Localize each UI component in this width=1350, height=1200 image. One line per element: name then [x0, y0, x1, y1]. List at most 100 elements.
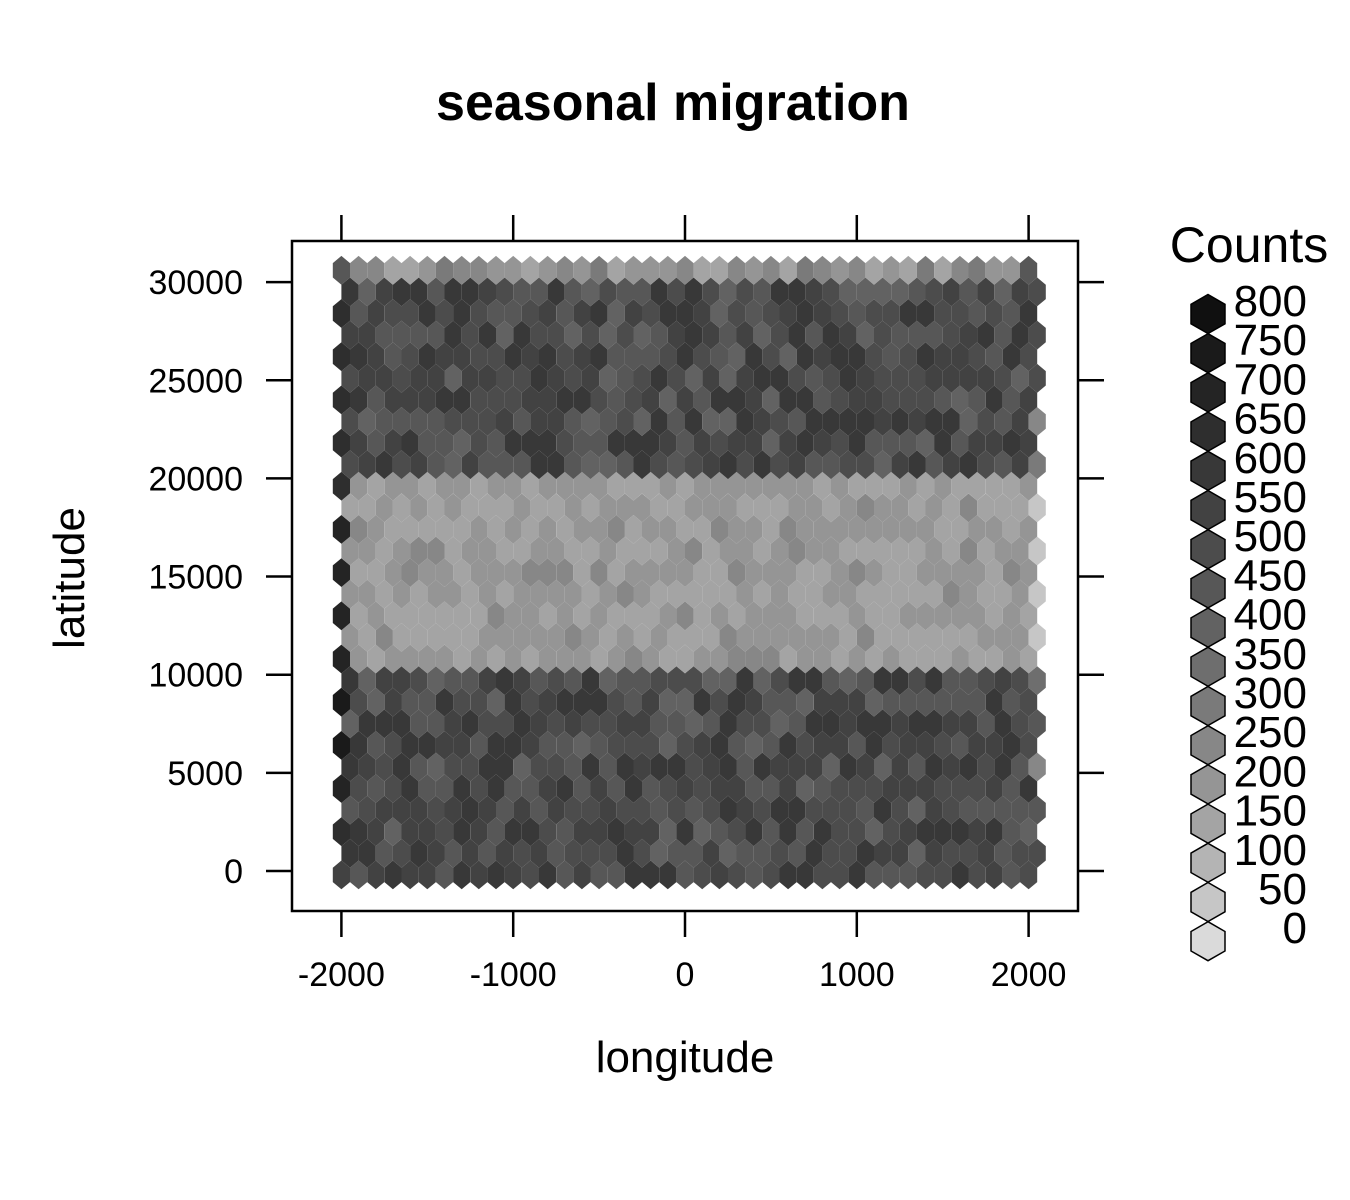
hex-cell	[539, 342, 557, 372]
hex-cell	[985, 299, 1003, 328]
hex-cell	[693, 558, 711, 587]
hex-cell	[693, 428, 711, 458]
hex-cell	[908, 795, 926, 825]
hex-cell	[908, 536, 926, 566]
hex-cell	[1002, 774, 1020, 803]
hex-cell	[994, 536, 1012, 566]
hex-cell	[951, 299, 969, 328]
hex-cell	[599, 407, 617, 436]
hex-cell	[865, 428, 883, 458]
hex-cell	[1020, 428, 1038, 458]
hex-cell	[470, 471, 488, 501]
hex-cell	[607, 558, 625, 587]
hex-cell	[985, 644, 1003, 674]
hex-cell	[358, 536, 376, 566]
hex-cell	[642, 644, 660, 674]
hex-cell	[874, 666, 892, 695]
hex-cell	[401, 471, 419, 501]
hex-cell	[444, 493, 462, 523]
hex-cell	[779, 342, 797, 372]
hex-cell	[813, 731, 831, 760]
hex-cell	[444, 795, 462, 825]
hex-cell	[985, 601, 1003, 631]
hex-cell	[1011, 493, 1029, 523]
hex-cell	[728, 471, 746, 501]
hex-cell	[427, 579, 445, 609]
hex-cell	[925, 320, 943, 350]
hex-cell	[590, 558, 608, 587]
hex-cell	[788, 407, 806, 436]
hex-cell	[556, 731, 574, 760]
hex-cell	[1020, 471, 1038, 501]
hex-cell	[564, 795, 582, 825]
hex-cell	[599, 493, 617, 523]
hex-cell	[762, 774, 780, 803]
hex-cell	[882, 687, 900, 717]
hex-cell	[461, 666, 479, 695]
hex-cell	[882, 860, 900, 890]
hex-cell	[581, 709, 600, 739]
hex-cell	[994, 407, 1012, 436]
hex-cell	[607, 731, 625, 760]
hex-cell	[805, 450, 823, 480]
hex-cell	[392, 666, 411, 695]
hex-cell	[581, 363, 600, 393]
hex-cell	[530, 795, 548, 825]
hex-cell	[951, 342, 969, 372]
hex-cell	[882, 515, 900, 544]
hex-cell	[934, 817, 952, 847]
hex-cell	[1020, 817, 1038, 847]
hex-cell	[556, 860, 574, 890]
hex-cell	[624, 342, 642, 372]
hex-cell	[848, 471, 866, 501]
hex-cell	[762, 299, 780, 328]
hex-cell	[762, 687, 780, 717]
hex-cell	[788, 277, 806, 307]
hex-cell	[418, 731, 436, 760]
hex-cell	[770, 623, 789, 652]
hex-cell	[513, 320, 531, 350]
hex-cell	[556, 428, 574, 458]
hex-cell	[942, 407, 960, 436]
hex-cell	[968, 601, 986, 631]
hex-cell	[745, 342, 763, 372]
hex-cell	[676, 385, 694, 415]
hex-cell	[813, 385, 831, 415]
hex-cell	[813, 644, 831, 674]
hex-cell	[547, 493, 565, 523]
hex-cell	[856, 795, 874, 825]
hex-cell	[581, 579, 600, 609]
hex-cell	[504, 342, 522, 372]
hex-cell	[779, 817, 797, 847]
hex-cell	[667, 493, 685, 523]
hex-cell	[590, 731, 608, 760]
hex-cell	[607, 644, 625, 674]
hex-cell	[985, 255, 1003, 285]
hex-cell	[916, 255, 935, 285]
hex-cell	[770, 579, 789, 609]
hex-cell	[427, 752, 445, 782]
hex-cell	[959, 407, 978, 436]
hex-cell	[693, 299, 711, 328]
hex-cell	[676, 558, 694, 587]
hex-cell	[959, 579, 978, 609]
hex-cell	[942, 666, 960, 695]
hex-cell	[813, 515, 831, 544]
hex-cell	[916, 774, 935, 803]
hex-cell	[916, 817, 935, 847]
hex-cell	[994, 795, 1012, 825]
hex-cell	[667, 666, 685, 695]
hex-cell	[599, 623, 617, 652]
hex-cell	[977, 493, 995, 523]
hex-cell	[427, 709, 445, 739]
hex-cell	[908, 493, 926, 523]
hex-cell	[547, 623, 565, 652]
hex-cell	[1011, 795, 1029, 825]
hex-cell	[728, 774, 746, 803]
hex-cell	[332, 299, 350, 328]
hex-cell	[521, 515, 539, 544]
hex-cell	[375, 752, 393, 782]
hex-cell	[925, 277, 943, 307]
hex-cell	[908, 363, 926, 393]
hex-cell	[710, 255, 728, 285]
